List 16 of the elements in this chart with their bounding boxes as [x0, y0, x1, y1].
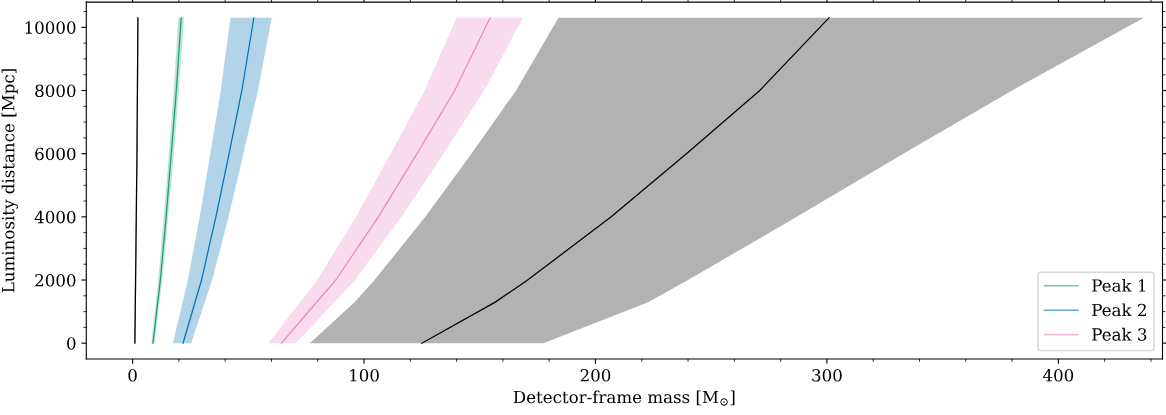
y-tick-label: 8000: [35, 84, 76, 98]
y-axis-title: Luminosity distance [Mpc]: [1, 69, 18, 293]
y-tick-label: 6000: [35, 147, 76, 161]
x-tick-label: 100: [350, 368, 379, 382]
legend-label: Peak 1: [1092, 278, 1146, 292]
x-tick-label: 400: [1042, 368, 1074, 382]
x-tick-label: 0: [128, 368, 137, 382]
y-tick-label: 2000: [35, 273, 76, 287]
x-tick-label: 200: [580, 368, 611, 382]
legend-label: Peak 2: [1092, 303, 1146, 317]
y-tick-label: 4000: [34, 210, 76, 224]
x-axis-title: Detector-frame mass [M$_{⊙}$]: [513, 390, 735, 406]
legend-label: Peak 3: [1092, 327, 1147, 341]
y-tick-label: 10000: [25, 21, 76, 34]
y-tick-label: 0: [67, 337, 76, 350]
x-tick-label: 300: [812, 368, 842, 382]
